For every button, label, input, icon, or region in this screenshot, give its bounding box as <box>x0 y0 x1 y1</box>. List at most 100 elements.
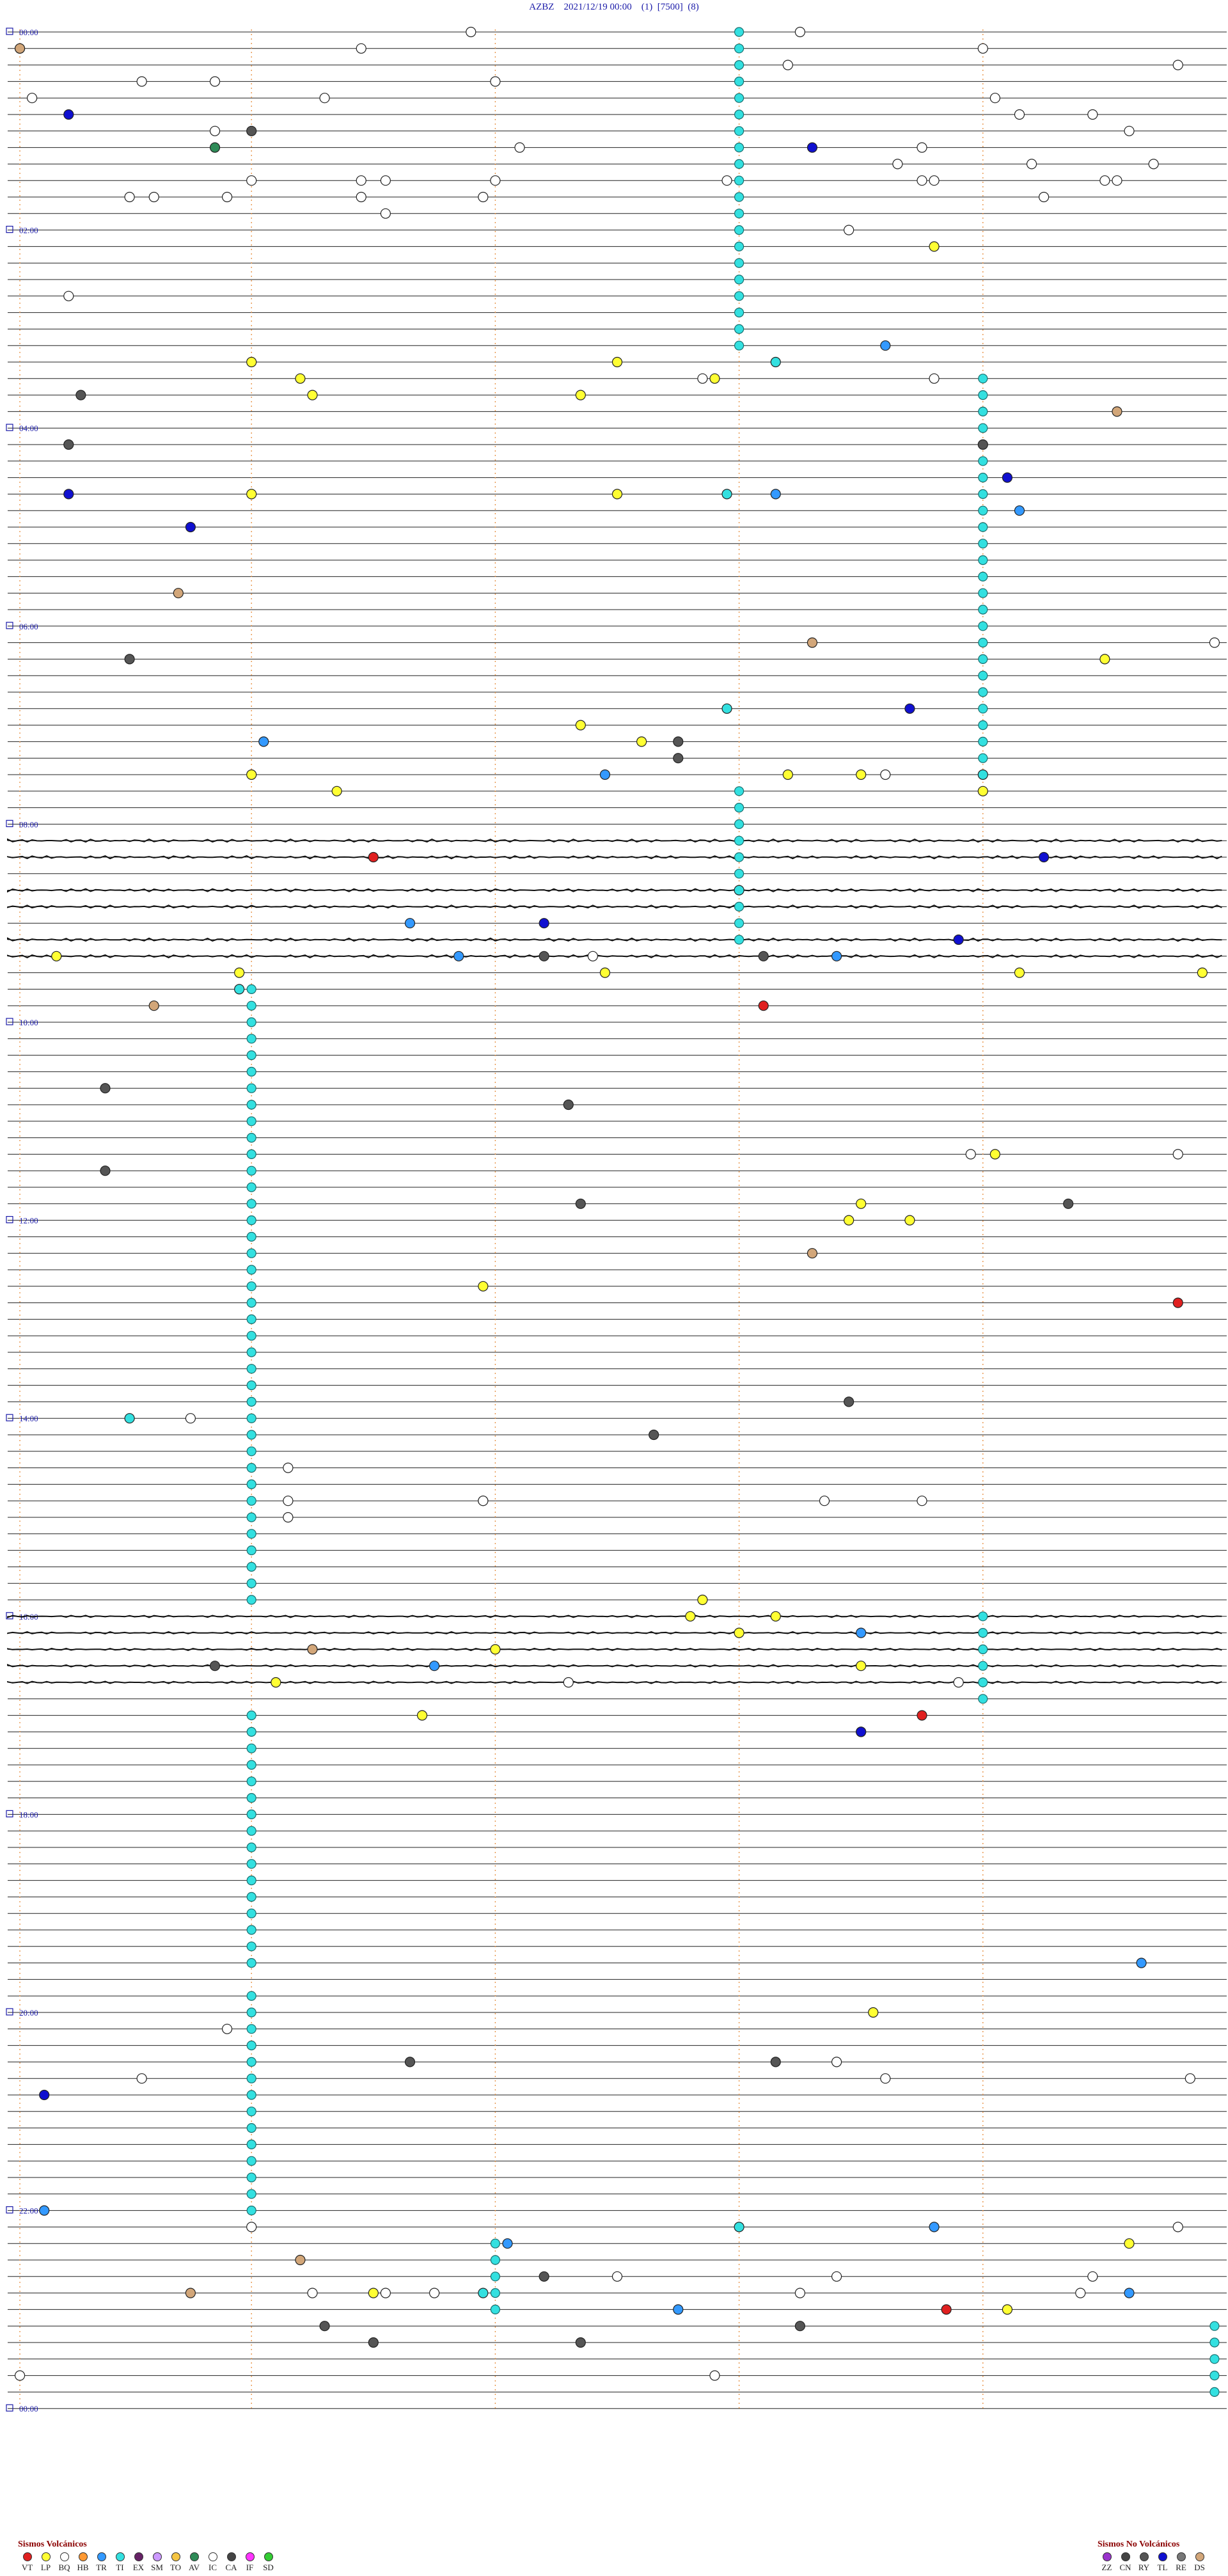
hour-label: 00:00 <box>19 2404 38 2414</box>
tremor-marker <box>246 1826 256 1836</box>
tremor-marker <box>978 720 988 731</box>
event-marker-ic <box>917 175 927 186</box>
tremor-marker <box>246 1066 256 1077</box>
tremor-marker <box>734 340 744 351</box>
hour-tick <box>6 622 13 629</box>
event-marker-ca <box>794 2321 806 2332</box>
event-marker-lp <box>856 1661 867 1671</box>
tremor-marker <box>734 802 744 813</box>
event-marker-lp <box>331 786 342 796</box>
event-marker-lp <box>271 1677 281 1688</box>
event-marker-ca <box>575 1198 586 1209</box>
tremor-marker <box>246 1876 256 1886</box>
legend-label: IC <box>209 2563 217 2572</box>
event-marker-ic <box>319 93 330 104</box>
tremor-marker <box>734 27 744 37</box>
tremor-marker <box>246 2206 256 2216</box>
tremor-marker <box>246 2106 256 2117</box>
tremor-marker <box>246 1265 256 1275</box>
event-marker-ic <box>246 175 257 186</box>
tremor-marker <box>734 835 744 846</box>
tremor-marker <box>246 1958 256 1968</box>
event-marker-lp <box>709 373 720 384</box>
event-marker-ic <box>356 175 366 186</box>
event-marker-ic <box>831 2271 842 2282</box>
tremor-marker <box>246 1529 256 1539</box>
tremor-marker <box>978 736 988 747</box>
tremor-marker <box>246 2090 256 2100</box>
station-code: AZBZ <box>529 2 555 12</box>
legend-swatch <box>1195 2552 1204 2561</box>
event-marker-ca <box>246 125 257 136</box>
hour-tick <box>6 2206 13 2214</box>
legend-item-re: RE <box>1172 2552 1190 2573</box>
tremor-marker <box>978 522 988 532</box>
hour-label: 04:00 <box>19 423 38 433</box>
event-marker-ic <box>466 26 476 38</box>
event-marker-ca <box>673 753 684 764</box>
tremor-marker <box>978 1677 988 1687</box>
event-marker-ca <box>100 1166 111 1176</box>
event-marker-ic <box>892 159 903 170</box>
event-marker-re <box>39 2089 50 2101</box>
tremor-marker <box>978 670 988 681</box>
legend-item-hb: HB <box>74 2552 92 2573</box>
event-marker-ic <box>1185 2073 1195 2084</box>
tremor-marker <box>246 1793 256 1803</box>
legend-volcanic: Sismos Volcánicos VT LP BQ HB TR TI EX SM TO AV IC… <box>18 2540 278 2573</box>
tremor-marker <box>1209 2371 1220 2381</box>
legend-swatch <box>41 2552 51 2561</box>
event-marker-ic <box>1075 2288 1086 2298</box>
tremor-marker <box>246 1430 256 1440</box>
event-marker-re <box>953 934 964 945</box>
event-marker-lp <box>734 1627 744 1638</box>
legend-item-bq: BQ <box>55 2552 74 2573</box>
event-marker-ic <box>917 1496 927 1506</box>
legend-label: HB <box>77 2563 89 2572</box>
legend-item-tr: TR <box>92 2552 111 2573</box>
event-marker-ic <box>185 1413 196 1424</box>
legend-label: RE <box>1176 2563 1186 2572</box>
hour-tick <box>6 2404 13 2412</box>
tremor-marker <box>246 1017 256 1027</box>
tremor-marker <box>246 1991 256 2001</box>
tremor-marker <box>246 1892 256 1902</box>
event-marker-lp <box>636 736 647 747</box>
event-marker-ca <box>673 736 684 747</box>
legend-volcanic-title: Sismos Volcánicos <box>18 2540 87 2549</box>
trace-burst <box>7 838 1222 843</box>
tremor-marker <box>246 1776 256 1787</box>
tremor-marker <box>246 984 256 995</box>
event-marker-ic <box>429 2288 440 2298</box>
event-marker-ic <box>989 93 1000 104</box>
tremor-marker <box>978 539 988 549</box>
event-marker-ti <box>770 356 781 368</box>
tremor-marker <box>978 456 988 466</box>
tremor-marker <box>246 1331 256 1341</box>
event-marker-ti <box>721 489 732 500</box>
event-marker-ca <box>404 2057 416 2067</box>
event-marker-ca <box>368 2337 379 2348</box>
tremor-marker <box>734 291 744 301</box>
tremor-marker <box>1209 2321 1220 2331</box>
hour-label: 12:00 <box>19 1216 38 1226</box>
event-marker-lp <box>697 1594 708 1606</box>
event-marker-lp <box>478 1281 489 1292</box>
event-marker-ic <box>1014 109 1025 120</box>
hour-tick <box>6 226 13 233</box>
trace-burst <box>7 1615 1222 1618</box>
event-marker-av <box>307 1644 318 1655</box>
tremor-marker <box>246 1760 256 1770</box>
legend-item-sm: SM <box>148 2552 166 2573</box>
tremor-marker <box>246 2073 256 2083</box>
tremor-marker <box>734 43 744 54</box>
event-marker-tr <box>673 2304 684 2315</box>
event-marker-ic <box>27 93 38 104</box>
tremor-marker <box>734 901 744 912</box>
tremor-marker <box>1209 2354 1220 2364</box>
tremor-marker <box>978 1628 988 1638</box>
tremor-marker <box>246 1116 256 1126</box>
tremor-marker <box>978 472 988 483</box>
hour-tick <box>6 819 13 828</box>
hour-tick <box>6 1018 13 1025</box>
